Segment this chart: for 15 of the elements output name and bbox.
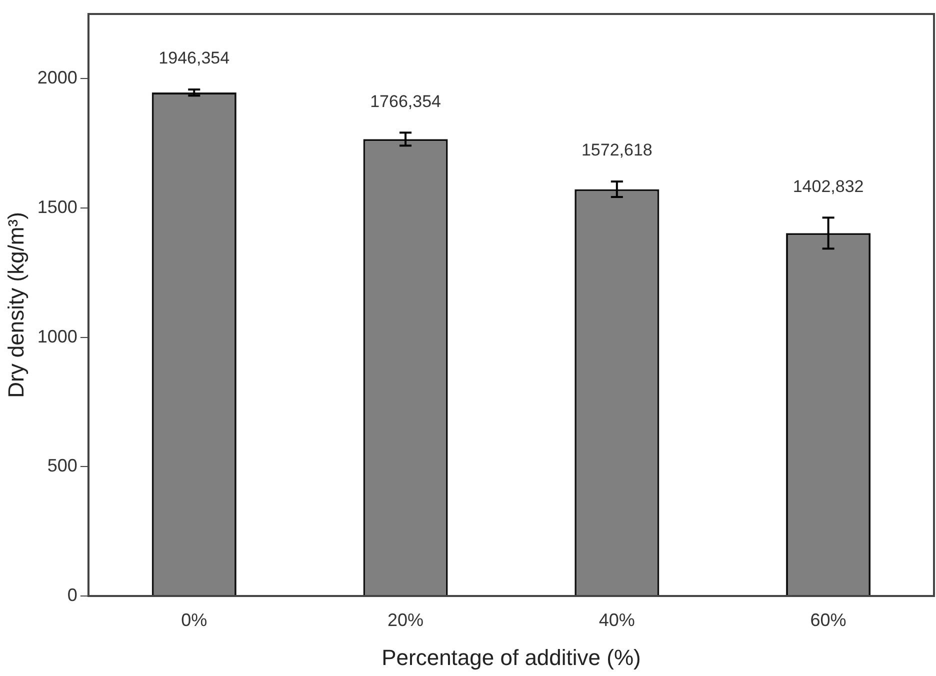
data-label: 1402,832	[792, 176, 864, 196]
y-tick-label: 1500	[37, 196, 78, 217]
data-label: 1572,618	[581, 140, 652, 160]
y-tick-label: 500	[47, 456, 78, 476]
y-tick-label: 0	[67, 584, 78, 605]
y-axis-title: Dry density (kg/m³)	[3, 212, 28, 398]
x-tick-label: 0%	[181, 610, 208, 630]
x-tick-label: 40%	[598, 610, 635, 630]
data-label: 1766,354	[370, 92, 441, 111]
y-tick-label: 2000	[37, 68, 78, 88]
x-axis-title: Percentage of additive (%)	[382, 644, 641, 670]
data-label: 1946,354	[158, 48, 230, 68]
x-tick-label: 60%	[810, 610, 846, 630]
y-tick-label: 1000	[37, 326, 78, 346]
x-tick-label: 20%	[388, 610, 424, 630]
